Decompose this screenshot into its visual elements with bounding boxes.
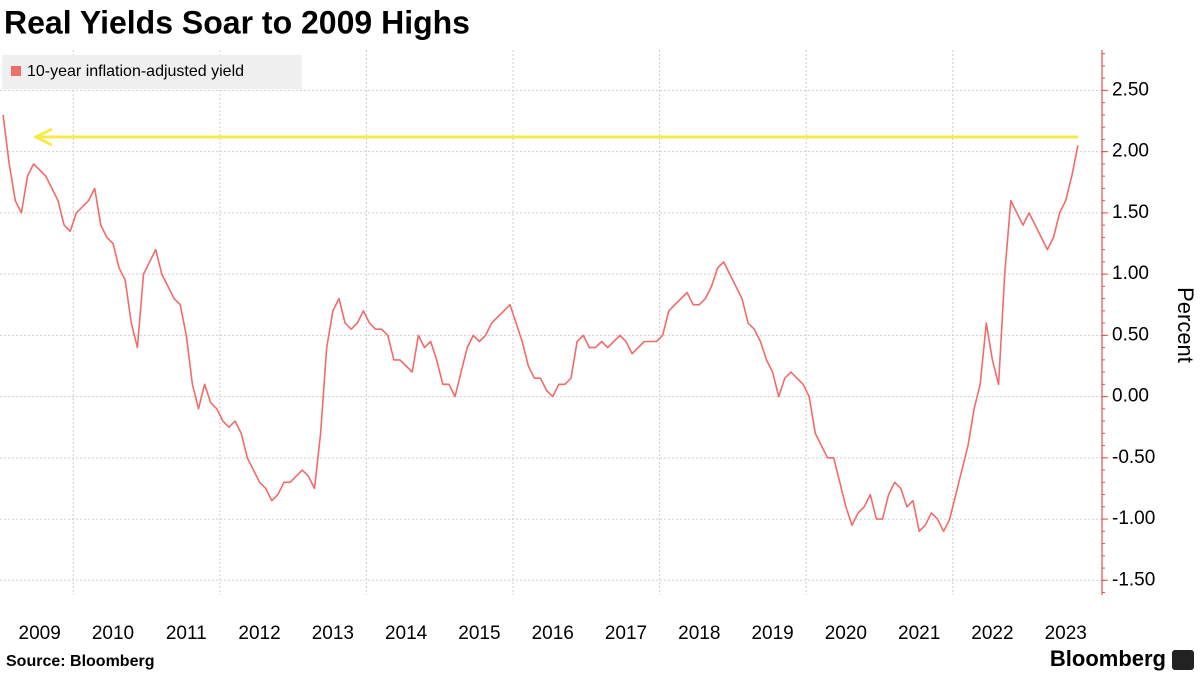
x-tick-label: 2014 (385, 623, 428, 644)
highlight-arrowhead (32, 127, 53, 147)
x-tick-label: 2015 (458, 623, 500, 644)
y-tick-label: -0.50 (1112, 447, 1155, 468)
y-tick-label: 0.50 (1112, 324, 1149, 345)
x-tick-label: 2016 (532, 623, 574, 644)
credit: Bloomberg (1050, 646, 1166, 671)
x-tick-label: 2022 (971, 623, 1013, 644)
x-tick-label: 2021 (898, 623, 940, 644)
legend-box (2, 55, 302, 89)
x-tick-label: 2009 (19, 623, 61, 644)
x-tick-label: 2013 (312, 623, 354, 644)
line (2, 114, 1079, 533)
y-tick-label: 0.00 (1112, 386, 1149, 407)
y-tick-label: 1.50 (1112, 202, 1149, 223)
y-tick-label: 2.00 (1112, 141, 1149, 162)
logo-icon (1172, 650, 1194, 670)
chart-title: Real Yields Soar to 2009 Highs (4, 4, 470, 40)
source: Source: Bloomberg (6, 653, 154, 670)
y-tick-label: -1.50 (1112, 569, 1155, 590)
y-tick-label: 2.50 (1112, 79, 1149, 100)
x-tick-label: 2017 (605, 623, 647, 644)
x-tick-label: 2018 (678, 623, 720, 644)
x-tick-label: 2010 (92, 623, 134, 644)
x-tick-label: 2019 (751, 623, 793, 644)
legend-swatch (11, 66, 21, 76)
y-tick-label: -1.00 (1112, 508, 1155, 529)
legend-label: 10-year inflation-adjusted yield (27, 63, 244, 80)
y-axis-label: Percent (1173, 287, 1198, 363)
x-tick-label: 2011 (166, 623, 207, 644)
y-tick-label: 1.00 (1112, 263, 1149, 284)
x-tick-label: 2020 (825, 623, 867, 644)
x-tick-label: 2012 (238, 623, 280, 644)
x-tick-label: 2023 (1045, 623, 1087, 644)
